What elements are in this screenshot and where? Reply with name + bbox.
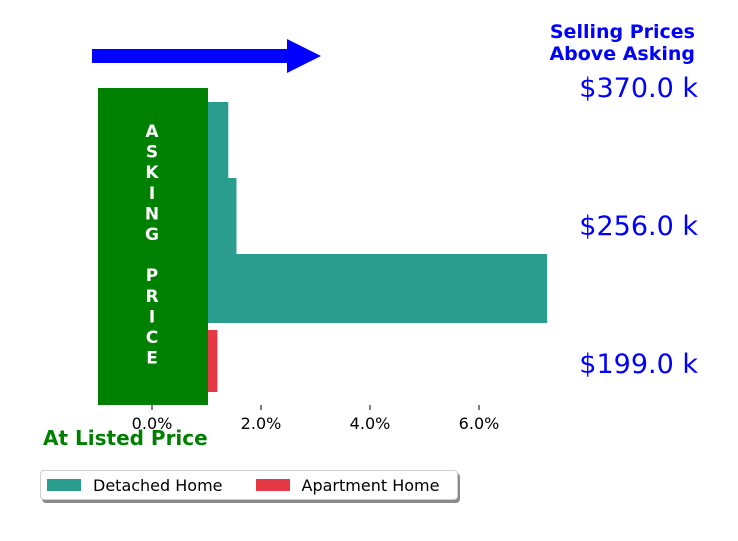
asking-price-block <box>98 88 208 405</box>
chart-title-line: Above Asking <box>549 43 695 65</box>
legend-label-detached: Detached Home <box>93 475 223 495</box>
legend-swatch-apartment <box>255 479 290 491</box>
legend-label-apartment: Apartment Home <box>301 475 440 495</box>
x-tick-label: 2.0% <box>241 414 282 433</box>
price-label-middle: $256.0 k <box>579 211 698 242</box>
x-tick-label: 6.0% <box>459 414 500 433</box>
price-label-top: $370.0 k <box>579 73 698 104</box>
x-tick-label: 0.0% <box>132 414 173 433</box>
legend-item-apartment: Apartment Home <box>255 475 440 495</box>
legend-item-detached: Detached Home <box>47 476 223 495</box>
bars-group <box>152 102 548 392</box>
legend: Detached Home Apartment Home <box>40 470 458 500</box>
listed-price-label: At Listed Price <box>43 426 208 450</box>
bar-detached-0 <box>152 254 548 323</box>
chart-title-line: Selling Prices <box>549 21 695 43</box>
legend-swatch-detached <box>47 479 81 491</box>
arrow-right-icon <box>92 39 321 73</box>
x-tick-label: 4.0% <box>350 414 391 433</box>
price-label-bottom: $199.0 k <box>579 349 698 380</box>
chart-title: Selling Prices Above Asking <box>495 21 695 65</box>
x-axis: 0.0% 2.0% 4.0% 6.0% <box>132 405 500 433</box>
